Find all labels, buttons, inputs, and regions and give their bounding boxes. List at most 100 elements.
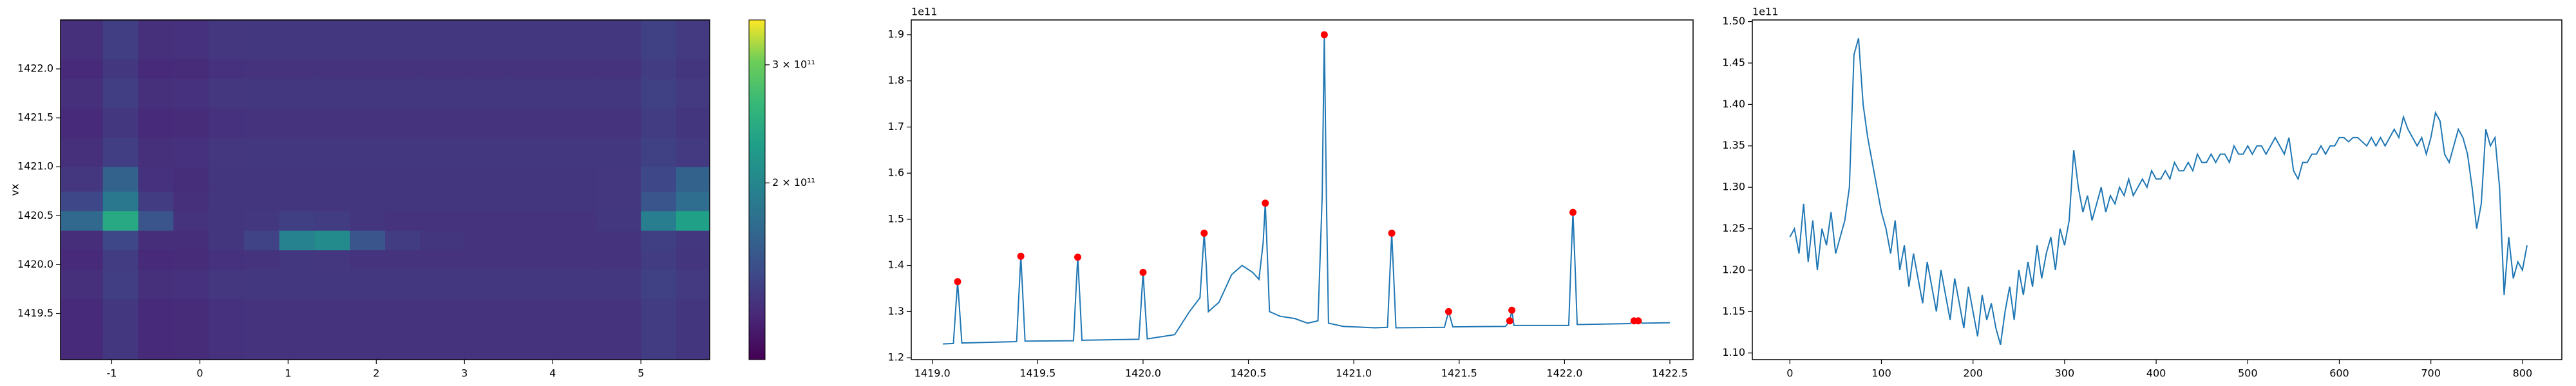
heatmap-cell <box>464 59 509 79</box>
heatmap-cell <box>61 270 104 300</box>
heatmap-cell <box>596 210 641 231</box>
heatmap-cell <box>243 78 280 109</box>
heatmap-cell <box>279 210 315 231</box>
heatmap-cell <box>641 78 677 109</box>
heatmap-cell <box>676 250 710 270</box>
heatmap-cell <box>676 78 710 109</box>
heatmap-cell <box>138 78 174 109</box>
y-tick-label: 1.2 <box>888 351 904 363</box>
heatmap-cell <box>676 137 710 167</box>
heatmap-cell <box>420 210 465 231</box>
heatmap-cell <box>243 107 280 138</box>
x-tick-label: 1420.0 <box>1125 367 1161 380</box>
y-tick-label: 1.9 <box>888 28 904 40</box>
heatmap-cell <box>138 107 174 138</box>
heatmap-cell <box>464 78 509 109</box>
x-tick-label: 1421.0 <box>1336 367 1372 380</box>
heatmap-cell <box>61 230 104 251</box>
heatmap-cell <box>385 107 421 138</box>
heatmap-cell <box>676 59 710 79</box>
y-tick-label: 1420.0 <box>17 258 53 270</box>
heatmap-cell <box>61 20 104 60</box>
heatmap-cell <box>464 328 509 360</box>
heatmap-cell <box>102 299 139 329</box>
peak-marker <box>954 278 961 286</box>
y-tick-label: 1.10 <box>1722 346 1745 358</box>
heatmap-cell <box>350 270 386 300</box>
heatmap-cell <box>173 59 209 79</box>
x-tick-label: 700 <box>2421 367 2441 380</box>
y-tick-label: 1.7 <box>888 120 904 133</box>
heatmap-cell <box>676 191 710 212</box>
heatmap-cell <box>676 20 710 60</box>
heatmap-cell <box>243 299 280 329</box>
heatmap-cell <box>209 270 245 300</box>
heatmap-cell <box>61 328 104 360</box>
heatmap-cell <box>508 270 553 300</box>
heatmap-cell <box>553 230 598 251</box>
heatmap-cell <box>641 107 677 138</box>
heatmap-cell <box>596 107 641 138</box>
heatmap-cell <box>102 137 139 167</box>
heatmap-cell <box>553 328 598 360</box>
heatmap-cell <box>279 137 315 167</box>
heatmap-cell <box>676 107 710 138</box>
heatmap-cell <box>173 20 209 60</box>
heatmap-cell <box>138 299 174 329</box>
heatmap-cell <box>138 191 174 212</box>
heatmap-cell <box>61 167 104 192</box>
heatmap-cell <box>350 107 386 138</box>
data-line <box>943 34 1671 345</box>
heatmap-cell <box>243 250 280 270</box>
heatmap-cell <box>102 230 139 251</box>
heatmap-cell <box>464 107 509 138</box>
heatmap-cell <box>596 137 641 167</box>
x-tick-label: 100 <box>1871 367 1891 380</box>
heatmap-cell <box>553 78 598 109</box>
heatmap-cell <box>508 328 553 360</box>
y-tick-label: 1.30 <box>1722 181 1745 193</box>
y-tick-label: 1422.0 <box>17 62 53 75</box>
heatmap-cell <box>553 250 598 270</box>
heatmap-cell <box>385 250 421 270</box>
heatmap-cell <box>464 137 509 167</box>
heatmap-cell <box>173 191 209 212</box>
y-tick-label: 1419.5 <box>17 307 53 319</box>
heatmap-cell <box>314 328 350 360</box>
heatmap-cell <box>420 191 465 212</box>
heatmap-cell <box>420 20 465 60</box>
heatmap-cell <box>173 210 209 231</box>
heatmap-cell <box>138 328 174 360</box>
offset-text: 1e11 <box>1752 6 1778 18</box>
heatmap-cell <box>209 299 245 329</box>
heatmap-cell <box>102 59 139 79</box>
heatmap-cell <box>279 250 315 270</box>
peak-marker <box>1388 229 1396 237</box>
heatmap-cell <box>385 210 421 231</box>
x-tick-label: 500 <box>2238 367 2258 380</box>
heatmap-cell <box>61 191 104 212</box>
x-tick-label: 3 <box>461 367 468 380</box>
heatmap-cell <box>279 230 315 251</box>
heatmap-cell <box>385 20 421 60</box>
y-tick-label: 1.6 <box>888 167 904 179</box>
heatmap-cell <box>209 210 245 231</box>
heatmap-cell <box>641 20 677 60</box>
y-tick-label: 1.25 <box>1722 222 1745 234</box>
heatmap-cell <box>420 270 465 300</box>
heatmap-cell <box>314 299 350 329</box>
x-tick-label: 0 <box>1786 367 1793 380</box>
heatmap-cell <box>385 270 421 300</box>
y-tick-label: 1.3 <box>888 305 904 317</box>
heatmap-cell <box>350 20 386 60</box>
colorbar-tick-label: 3 × 10¹¹ <box>772 58 815 70</box>
heatmap-cell <box>464 167 509 192</box>
axes-frame <box>911 19 1694 360</box>
heatmap-cell <box>596 328 641 360</box>
heatmap-cell <box>420 59 465 79</box>
heatmap-cell <box>243 59 280 79</box>
heatmap-cell <box>314 167 350 192</box>
heatmap-cell <box>420 328 465 360</box>
x-tick-label: 200 <box>1963 367 1983 380</box>
